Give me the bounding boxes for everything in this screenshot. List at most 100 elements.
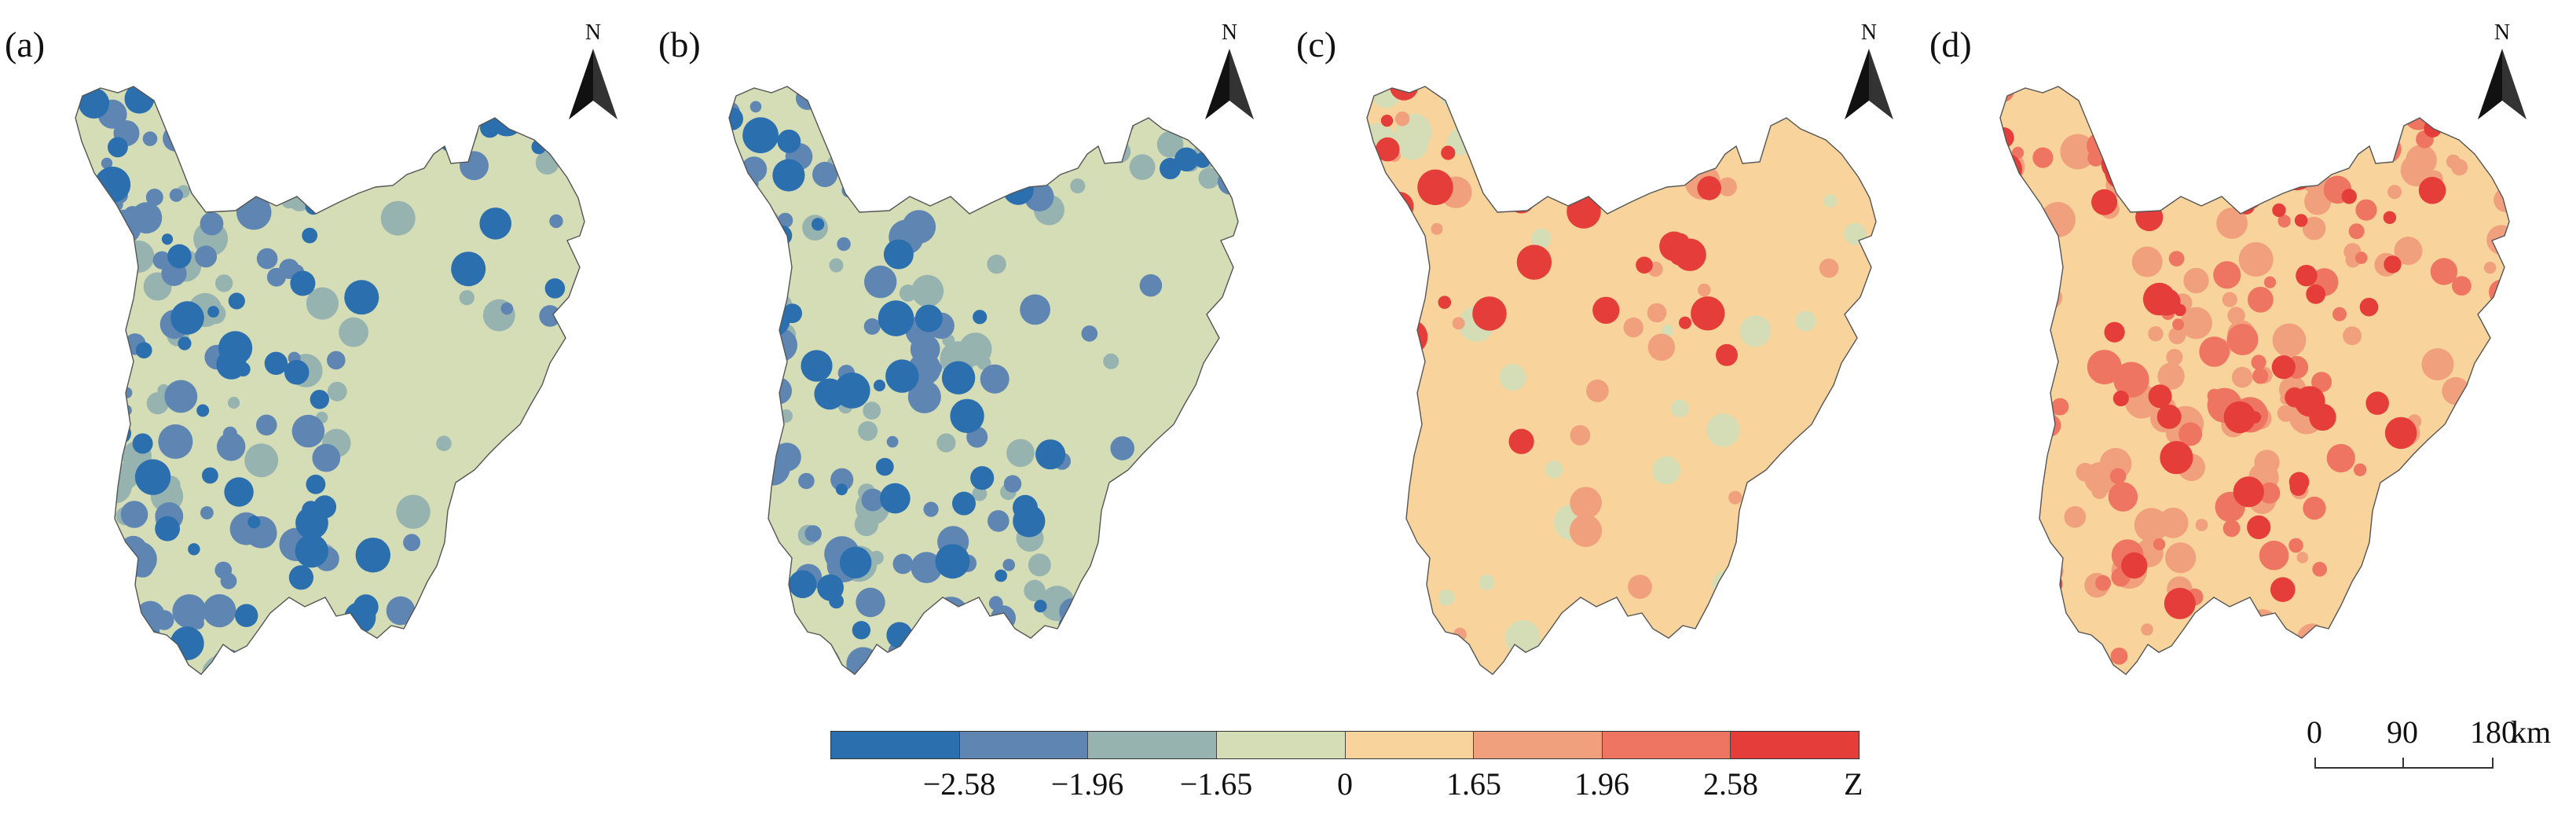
map-patch (284, 359, 310, 385)
map-patch (1586, 379, 1609, 402)
map-patch (796, 86, 819, 110)
map-patch (777, 212, 793, 229)
map-patch (78, 87, 110, 119)
map-patch (2113, 362, 2149, 398)
map-patch (2226, 324, 2259, 355)
panel-label-c: (c) (1296, 24, 1337, 64)
map-patch (2406, 145, 2437, 176)
map-patch (2121, 552, 2148, 579)
legend-tick: −2.58 (922, 766, 996, 802)
map-patch (566, 417, 579, 430)
map-patch (220, 193, 232, 204)
map-patch (523, 86, 555, 118)
map-patch (2222, 292, 2237, 307)
map-patch (2180, 307, 2212, 340)
map-patch (355, 538, 390, 573)
map-patch (2143, 86, 2172, 111)
legend-tick: −1.65 (1179, 766, 1253, 802)
map-patch (755, 250, 779, 274)
map-patch (2264, 161, 2288, 185)
map-patch (2311, 150, 2334, 173)
map-patch (1182, 424, 1199, 441)
map-patch (479, 207, 511, 240)
map-patch (2321, 142, 2335, 156)
map-patch (131, 555, 154, 578)
north-letter-c: N (1860, 20, 1878, 45)
map-patch (310, 390, 329, 409)
map-patch (2355, 251, 2368, 264)
map-fill-group (1367, 86, 1876, 674)
map-patch (1671, 399, 1689, 418)
map-patch (2354, 106, 2371, 123)
map-patch (812, 218, 825, 231)
map-patch (200, 506, 214, 519)
scale-label: 90 (2387, 714, 2418, 750)
map-patch (1070, 178, 1086, 194)
map-patch (2418, 177, 2446, 204)
map-patch (511, 522, 533, 544)
legend-tick: 2.58 (1703, 766, 1758, 802)
map-patch (82, 314, 116, 349)
map-patch (729, 659, 757, 674)
map-patch (2168, 251, 2185, 266)
map-patch (2195, 519, 2208, 531)
map-patch (970, 466, 995, 490)
map-patch (2112, 391, 2129, 406)
map-patch (2233, 476, 2264, 508)
map-patch (1072, 86, 1104, 97)
scale-tick (2314, 758, 2316, 769)
map-patch (2132, 167, 2152, 186)
map-patch (2021, 549, 2048, 575)
map-patch (1002, 559, 1015, 571)
map-patch (236, 362, 251, 377)
map-patch (1461, 86, 1480, 103)
map-patch (2162, 149, 2190, 178)
map-patch (2109, 468, 2127, 485)
map-patch (75, 655, 93, 674)
map-patch (812, 161, 838, 188)
map-patch (327, 381, 347, 402)
north-arrow-icon (1205, 49, 1254, 119)
map-patch (1819, 258, 1839, 278)
map-patch (2259, 540, 2289, 571)
map-patch (327, 351, 346, 370)
map-patch (75, 244, 103, 272)
map-patch (1096, 664, 1112, 674)
map-patch (907, 380, 941, 413)
map-patch (130, 202, 163, 234)
map-patch (101, 237, 117, 254)
map-patch (2341, 189, 2357, 204)
map-patch (2168, 327, 2186, 344)
map-patch (2111, 170, 2132, 190)
north-arrow-a: N (566, 20, 621, 123)
map-patch (2170, 86, 2207, 113)
map-patch (2222, 160, 2251, 189)
map-patch (2076, 462, 2095, 482)
scale-tick (2402, 758, 2404, 769)
map-patch (1499, 364, 1526, 391)
map-patch (155, 516, 181, 541)
map-patch (1717, 177, 1737, 196)
map-patch (164, 380, 198, 413)
map-patch (2128, 86, 2158, 108)
map-patch (1376, 137, 1400, 162)
map-patch (936, 433, 956, 453)
map-patch (1156, 130, 1184, 158)
map-patch (196, 404, 210, 417)
map-patch (1570, 486, 1602, 519)
map-patch (2255, 93, 2284, 121)
map-patch (236, 95, 253, 112)
map-patch (2110, 647, 2128, 665)
map-patch (1160, 157, 1182, 180)
map-patch (2303, 496, 2326, 520)
map-patch (339, 317, 368, 347)
map-patch (1409, 661, 1423, 674)
map-patch (1868, 298, 1876, 322)
map-patch (2359, 90, 2391, 121)
map-patch (2038, 414, 2061, 437)
map-patch (84, 320, 119, 355)
map-patch (84, 282, 105, 303)
map-patch (2416, 86, 2447, 94)
map-patch (1107, 95, 1126, 115)
map-patch (804, 525, 822, 542)
